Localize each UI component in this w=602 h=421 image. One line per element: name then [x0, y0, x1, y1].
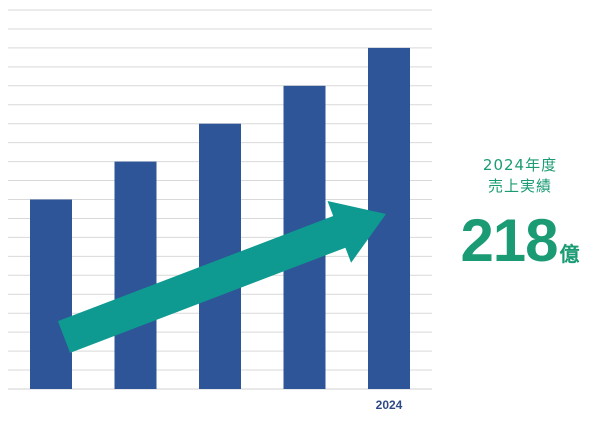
summary-unit: 億: [559, 242, 580, 266]
trend-arrow-icon: [57, 201, 387, 353]
summary-number: 218: [460, 207, 558, 274]
summary-caption-year: 2024年度: [482, 156, 558, 174]
summary-caption-label: 売上実績: [487, 177, 552, 195]
x-tick-label: 2024: [376, 398, 403, 412]
sales-summary: 2024年度 売上実績 218 億: [440, 155, 600, 271]
x-tick-labels: 2024: [376, 398, 403, 412]
bar: [30, 199, 72, 389]
summary-value: 218 億: [440, 211, 600, 271]
bar: [114, 161, 157, 389]
